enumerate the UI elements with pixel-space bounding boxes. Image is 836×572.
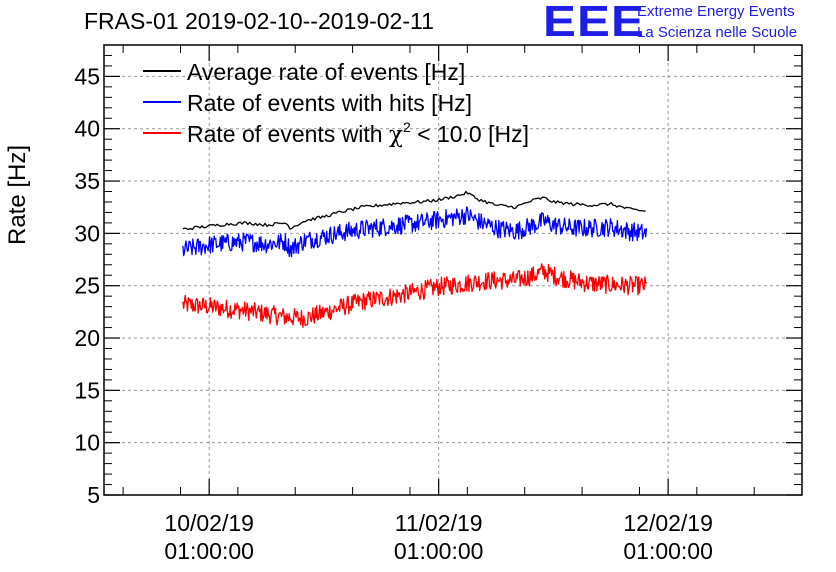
logo-line-2: La Scienza nelle Scuole (637, 24, 798, 41)
y-axis: 5 10 15 20 25 30 35 40 45 (74, 44, 802, 508)
y-axis-title: Rate [Hz] (4, 145, 34, 245)
legend-label-chi2: Rate of events with χ2 < 10.0 [Hz] (187, 119, 529, 148)
x-tick-label-date: 11/02/19 (395, 510, 483, 536)
legend-chi2-pre: Rate of events with (187, 121, 389, 147)
legend-chi2-post: < 10.0 [Hz] (411, 121, 529, 147)
y-tick-label: 35 (74, 168, 100, 194)
y-tick-label: 45 (74, 63, 100, 89)
y-tick-label: 40 (74, 116, 100, 142)
series-line-0 (182, 190, 646, 231)
plot-frame (103, 44, 803, 496)
legend-label-hits: Rate of events with hits [Hz] (187, 90, 472, 116)
series-line-1 (182, 206, 648, 258)
y-tick-label: 10 (74, 430, 100, 456)
legend-label-average: Average rate of events [Hz] (187, 59, 465, 85)
x-tick-label-date: 12/02/19 (623, 510, 713, 536)
series-line-2 (182, 263, 647, 328)
chart-title: FRAS-01 2019-02-10--2019-02-11 (84, 8, 434, 34)
y-tick-label: 25 (74, 273, 100, 299)
y-tick-label: 15 (74, 377, 100, 403)
y-tick-label: 5 (87, 482, 100, 508)
legend-chi2-sup: 2 (403, 119, 411, 135)
eee-logo: EEE (543, 0, 645, 46)
y-axis-title-text: Rate [Hz] (4, 144, 31, 246)
logo-line-1: Extreme Energy Events (637, 3, 795, 20)
x-tick-label-time: 01:00:00 (623, 538, 713, 564)
legend: Average rate of events [Hz] Rate of even… (143, 59, 529, 148)
y-tick-label: 30 (74, 220, 100, 246)
series-layer (182, 190, 648, 328)
legend-chi2-symbol: χ (389, 122, 403, 148)
y-tick-label: 20 (74, 325, 100, 351)
x-axis: 10/02/1901:00:0011/02/1901:00:0012/02/19… (122, 45, 755, 564)
x-tick-label-time: 01:00:00 (394, 538, 484, 564)
x-tick-label-time: 01:00:00 (164, 538, 254, 564)
x-tick-label-date: 10/02/19 (164, 510, 254, 536)
